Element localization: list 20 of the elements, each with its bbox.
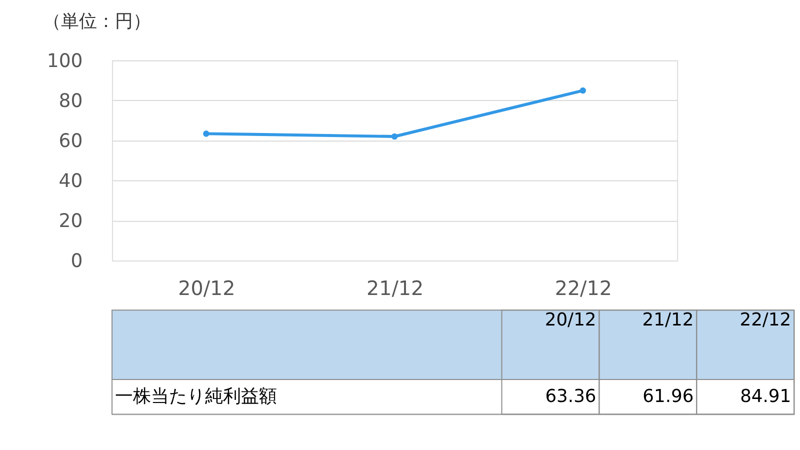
- y-tick-label: 20: [58, 210, 83, 232]
- y-axis-title: （単位：円）: [43, 11, 152, 32]
- point: [580, 87, 586, 94]
- point: [203, 130, 210, 137]
- category-label: 20/12: [544, 310, 596, 330]
- data-label: 84.91: [740, 386, 792, 407]
- series-label: 一株当たり純利益額: [114, 386, 277, 407]
- y-tick-label: 60: [58, 130, 83, 152]
- y-tick-label: 0: [70, 251, 83, 272]
- category-label: 22/12: [740, 310, 792, 330]
- data-label: 61.96: [642, 386, 694, 407]
- y-tick-label: 40: [58, 170, 83, 192]
- y-tick-label: 100: [46, 50, 83, 72]
- category-label: 21/12: [642, 310, 694, 330]
- x-tick-label: 22/12: [554, 276, 612, 300]
- point: [391, 133, 398, 140]
- x-tick-label: 20/12: [178, 276, 236, 300]
- data-label: 63.36: [545, 386, 596, 407]
- y-tick-label: 80: [58, 90, 83, 112]
- x-tick-label: 21/12: [366, 276, 424, 300]
